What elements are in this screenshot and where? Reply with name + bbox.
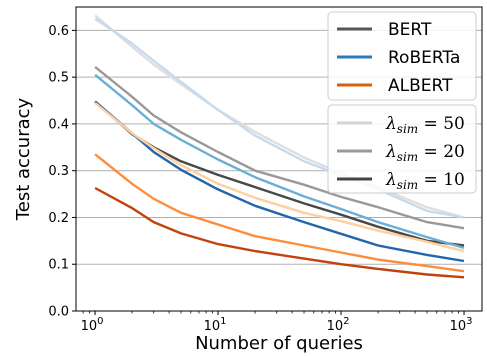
legend-models-box	[327, 11, 477, 101]
series-line-roberta-lambda-20	[94, 73, 465, 250]
x-tick-label: 101	[204, 316, 227, 334]
legends: BERT RoBERTa ALBERT λsim = 50 λsim = 20 λsim …	[327, 11, 477, 194]
x-tick-label: 100	[81, 316, 104, 334]
y-axis-title: Test accuracy	[13, 97, 34, 221]
y-tick-label: 0.2	[48, 211, 69, 226]
series-layer	[94, 14, 465, 279]
grid-lines	[76, 29, 482, 312]
legend-label-roberta: RoBERTa	[388, 48, 460, 68]
legend-label-lambda-sim: λsim = 20	[385, 142, 465, 164]
series-line-albert-lambda-10	[94, 186, 465, 279]
series-line-roberta-lambda-10	[94, 100, 465, 263]
legend-lambda-box	[327, 104, 477, 194]
legend-label-lambda-sim: λsim = 50	[385, 114, 465, 136]
y-tick-label: 0.4	[48, 117, 69, 132]
x-tick-label: 102	[327, 316, 350, 334]
y-tick-label: 0.3	[48, 164, 69, 179]
x-tick-label: 103	[450, 316, 473, 334]
series-line-bert-lambda-50	[94, 14, 465, 219]
legend-label-bert: BERT	[388, 20, 432, 40]
series-line-albert-lambda-50	[94, 101, 465, 253]
y-tick-label: 0.1	[48, 258, 69, 273]
axis-ticks: 0.0 0.1 0.2 0.3 0.4 0.5 0.6 100 101 102 103	[48, 24, 472, 334]
y-tick-label: 0.5	[48, 71, 69, 86]
x-axis-title: Number of queries	[195, 333, 363, 354]
series-line-roberta-lambda-50	[94, 17, 465, 219]
series-line-albert-lambda-20	[94, 153, 465, 273]
series-line-bert-lambda-20	[94, 65, 465, 230]
y-tick-label: 0.0	[48, 305, 69, 320]
y-tick-label: 0.6	[48, 24, 69, 39]
legend-label-albert: ALBERT	[388, 76, 453, 96]
plot-area-frame	[75, 6, 483, 312]
legend-label-lambda-sim: λsim = 10	[385, 170, 465, 192]
